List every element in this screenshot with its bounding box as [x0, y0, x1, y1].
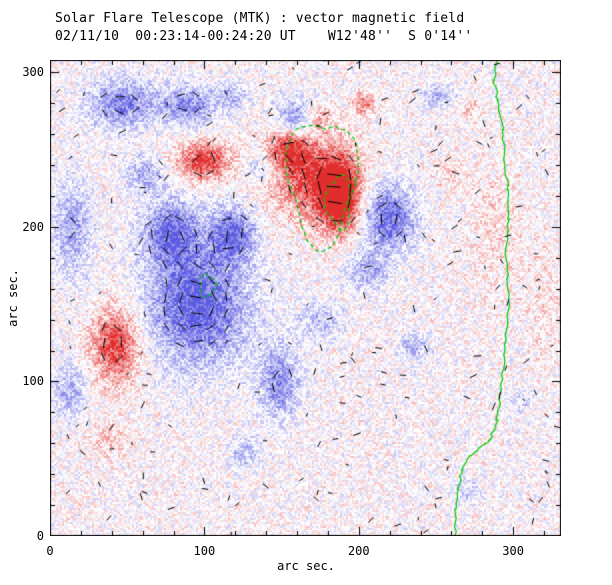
- x-tick-label: 300: [502, 544, 524, 558]
- x-tick-label: 100: [193, 544, 216, 558]
- x-tick-label: 200: [347, 544, 370, 558]
- y-tick-label: 0: [36, 529, 44, 543]
- x-axis-title: arc sec.: [277, 559, 335, 573]
- y-axis-title: arc sec.: [6, 269, 20, 327]
- plot-frame: [50, 60, 561, 536]
- plot-title: Solar Flare Telescope (MTK) : vector mag…: [55, 11, 465, 26]
- plot-subtitle: 02/11/10 00:23:14-00:24:20 UT W12'48'' S…: [55, 29, 473, 44]
- x-tick-label: 0: [46, 544, 54, 558]
- y-tick-label: 200: [22, 219, 44, 234]
- magnetogram-canvas: [50, 60, 561, 536]
- y-tick-label: 100: [22, 374, 44, 389]
- y-tick-label: 300: [22, 65, 44, 80]
